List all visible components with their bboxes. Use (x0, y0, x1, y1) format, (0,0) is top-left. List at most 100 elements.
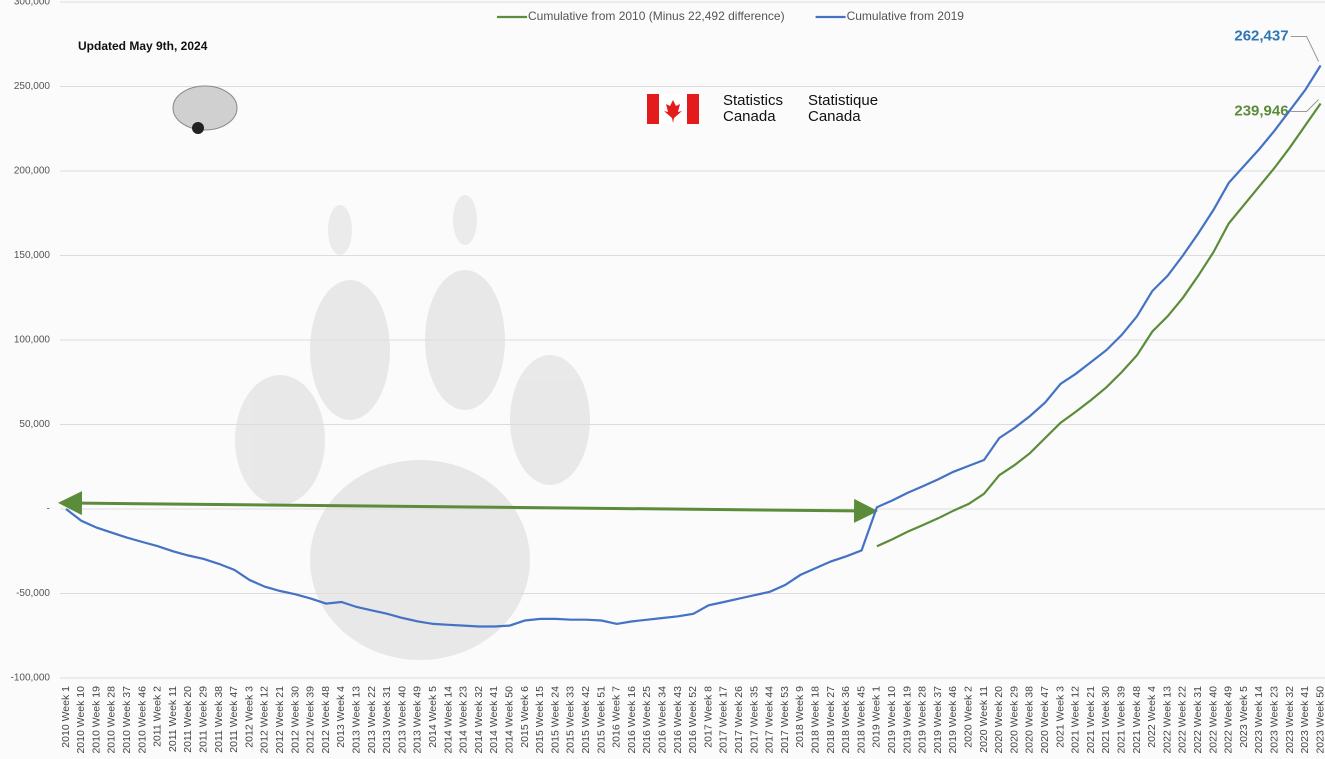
x-tick-label: 2014 Week 5 (427, 686, 439, 748)
legend-label: Cumulative from 2010 (Minus 22,492 diffe… (528, 9, 785, 23)
x-tick-label: 2018 Week 45 (855, 686, 867, 754)
y-tick-label: 250,000 (14, 81, 51, 92)
x-tick-label: 2021 Week 48 (1131, 686, 1143, 754)
x-tick-label: 2020 Week 2 (962, 686, 974, 748)
y-tick-label: 50,000 (19, 419, 50, 430)
span-arrow (58, 491, 878, 523)
x-tick-label: 2017 Week 8 (702, 686, 714, 748)
y-tick-label: 150,000 (14, 250, 51, 261)
x-tick-label: 2022 Week 49 (1223, 686, 1235, 754)
x-tick-label: 2017 Week 53 (779, 686, 791, 754)
x-tick-label: 2021 Week 3 (1054, 686, 1066, 748)
x-tick-label: 2015 Week 33 (565, 686, 577, 754)
x-tick-label: 2019 Week 19 (901, 686, 913, 754)
x-tick-label: 2022 Week 40 (1207, 686, 1219, 754)
x-tick-label: 2010 Week 37 (121, 686, 133, 754)
x-tick-label: 2015 Week 15 (534, 686, 546, 754)
x-tick-label: 2010 Week 46 (136, 686, 148, 754)
x-tick-label: 2014 Week 41 (488, 686, 500, 754)
leader-line (1290, 99, 1319, 112)
x-tick-label: 2015 Week 24 (549, 686, 561, 754)
x-tick-label: 2010 Week 19 (90, 686, 102, 754)
x-tick-label: 2012 Week 39 (305, 686, 317, 754)
x-tick-label: 2019 Week 28 (917, 686, 929, 754)
x-tick-label: 2020 Week 20 (993, 686, 1005, 754)
x-tick-label: 2011 Week 2 (152, 686, 164, 747)
x-tick-label: 2019 Week 37 (932, 686, 944, 754)
y-tick-label: 300,000 (14, 0, 51, 8)
logo-text: Canada (723, 108, 776, 125)
series-line (65, 64, 1322, 628)
x-tick-label: 2023 Week 41 (1299, 686, 1311, 754)
x-tick-label: 2017 Week 35 (748, 686, 760, 754)
x-tick-label: 2020 Week 47 (1039, 686, 1051, 754)
x-tick-label: 2021 Week 39 (1115, 686, 1127, 754)
x-tick-label: 2013 Week 40 (396, 686, 408, 754)
x-tick-label: 2019 Week 10 (886, 686, 898, 754)
x-tick-label: 2018 Week 36 (840, 686, 852, 754)
x-tick-label: 2019 Week 46 (947, 686, 959, 754)
x-tick-label: 2023 Week 23 (1268, 686, 1280, 754)
x-tick-label: 2022 Week 4 (1146, 686, 1158, 748)
x-tick-label: 2010 Week 1 (60, 686, 72, 748)
x-tick-label: 2017 Week 26 (733, 686, 745, 754)
annotation: Updated May 9th, 2024 (78, 39, 208, 53)
x-tick-label: 2021 Week 21 (1085, 686, 1097, 754)
x-tick-label: 2018 Week 9 (794, 686, 806, 748)
logo-text: Statistique (808, 92, 878, 109)
wolf-icon (172, 85, 238, 134)
x-tick-label: 2012 Week 48 (320, 686, 332, 754)
x-tick-label: 2010 Week 28 (106, 686, 118, 754)
data-label: 239,946 (1234, 102, 1288, 119)
x-tick-label: 2022 Week 13 (1161, 686, 1173, 754)
x-tick-label: 2023 Week 14 (1253, 686, 1265, 754)
x-tick-label: 2015 Week 51 (595, 686, 607, 754)
x-tick-label: 2011 Week 29 (197, 686, 209, 753)
y-tick-label: 200,000 (14, 166, 51, 177)
x-tick-label: 2011 Week 47 (228, 686, 240, 753)
x-tick-label: 2014 Week 32 (473, 686, 485, 754)
x-tick-label: 2014 Week 14 (442, 686, 454, 754)
x-tick-label: 2020 Week 11 (978, 686, 990, 753)
x-tick-label: 2020 Week 29 (1008, 686, 1020, 754)
x-tick-label: 2017 Week 44 (764, 686, 776, 754)
x-tick-label: 2022 Week 22 (1177, 686, 1189, 754)
x-tick-label: 2014 Week 50 (503, 686, 515, 754)
x-tick-label: 2023 Week 50 (1314, 686, 1325, 754)
x-tick-label: 2020 Week 38 (1024, 686, 1036, 754)
series-line (876, 102, 1322, 548)
x-tick-label: 2013 Week 4 (335, 686, 347, 748)
x-tick-label: 2011 Week 20 (182, 686, 194, 753)
x-tick-label: 2010 Week 10 (75, 686, 87, 754)
statcan-logo (647, 94, 699, 124)
x-tick-label: 2021 Week 12 (1070, 686, 1082, 754)
leader-line (1290, 35, 1320, 62)
y-tick-label: - (47, 504, 50, 515)
x-tick-label: 2023 Week 32 (1284, 686, 1296, 754)
x-tick-label: 2016 Week 25 (641, 686, 653, 754)
x-tick-label: 2016 Week 52 (687, 686, 699, 754)
x-tick-label: 2019 Week 1 (871, 686, 883, 748)
x-tick-label: 2016 Week 7 (611, 686, 623, 748)
x-tick-label: 2018 Week 18 (809, 686, 821, 754)
x-tick-label: 2013 Week 22 (366, 686, 378, 754)
x-tick-label: 2012 Week 30 (289, 686, 301, 754)
x-tick-label: 2015 Week 6 (519, 686, 531, 748)
x-tick-label: 2023 Week 5 (1238, 686, 1250, 748)
x-tick-label: 2022 Week 31 (1192, 686, 1204, 754)
x-tick-label: 2016 Week 43 (672, 686, 684, 754)
x-tick-label: 2016 Week 16 (626, 686, 638, 754)
x-tick-label: 2013 Week 31 (381, 686, 393, 754)
logo-text: Canada (808, 108, 861, 125)
y-tick-label: -100,000 (11, 673, 51, 684)
x-tick-label: 2012 Week 3 (243, 686, 255, 748)
x-tick-label: 2012 Week 12 (259, 686, 271, 754)
legend-label: Cumulative from 2019 (847, 9, 965, 23)
x-tick-label: 2015 Week 42 (580, 686, 592, 754)
x-tick-label: 2018 Week 27 (825, 686, 837, 754)
x-tick-label: 2011 Week 38 (213, 686, 225, 753)
x-tick-label: 2012 Week 21 (274, 686, 286, 754)
x-tick-label: 2011 Week 11 (167, 686, 179, 752)
